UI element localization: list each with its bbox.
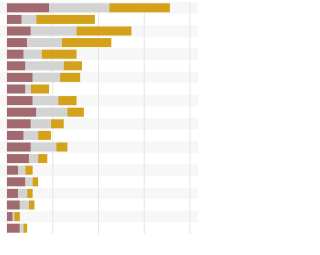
chart — [6, 2, 191, 234]
bar-segment — [60, 72, 81, 82]
bar-segment — [23, 223, 28, 233]
bar-segment — [38, 130, 51, 140]
bar-segment — [32, 72, 61, 82]
bar-segment — [30, 142, 57, 152]
bar-segment — [41, 49, 77, 59]
bar-segment — [25, 177, 33, 187]
bar-segment — [30, 26, 77, 36]
bar-segment — [63, 61, 83, 71]
bar-segment — [7, 107, 37, 117]
bar-segment — [50, 119, 64, 129]
bar-segment — [7, 84, 26, 94]
bar-segment — [21, 14, 37, 24]
bar-segment — [32, 177, 39, 187]
bar-segment — [61, 38, 112, 48]
bar-segment — [76, 26, 132, 36]
bar-segment — [67, 107, 84, 117]
bar-segment — [7, 3, 50, 13]
bar-segment — [12, 212, 15, 222]
bar-segment — [36, 107, 68, 117]
bar-segment — [7, 119, 31, 129]
bar-segment — [7, 38, 28, 48]
bar-segment — [49, 3, 110, 13]
bar-segment — [7, 14, 22, 24]
bar-segment — [23, 130, 39, 140]
bar-segment — [25, 84, 31, 94]
bar-segment — [56, 142, 68, 152]
bar-segment — [25, 165, 33, 175]
bar-segment — [7, 212, 13, 222]
bar-segment — [7, 188, 18, 198]
bar-segment — [7, 223, 20, 233]
bar-segment — [17, 165, 26, 175]
bar-segment — [17, 188, 28, 198]
bar-segment — [32, 96, 59, 106]
bar-segment — [28, 154, 39, 164]
bar-segment — [7, 72, 33, 82]
bar-segment — [27, 188, 33, 198]
bar-segment — [7, 96, 33, 106]
bar-segment — [7, 49, 24, 59]
bar-segment — [7, 177, 26, 187]
bar-segment — [7, 26, 31, 36]
bar-segment — [7, 154, 29, 164]
bar-segment — [7, 61, 26, 71]
bar-segment — [36, 14, 95, 24]
bar-segment — [7, 200, 20, 210]
bar-segment — [7, 142, 31, 152]
bar-segment — [25, 61, 64, 71]
bar-segment — [19, 223, 24, 233]
bar-segment — [7, 165, 18, 175]
bar-segment — [30, 84, 50, 94]
bar-segment — [14, 212, 20, 222]
bar-segment — [38, 154, 48, 164]
bar-segment — [23, 49, 42, 59]
bar-segment — [109, 3, 170, 13]
bar-segment — [7, 130, 24, 140]
bar-segment — [30, 119, 51, 129]
bar-segment — [28, 200, 35, 210]
bar-segment — [27, 38, 62, 48]
bar-segment — [19, 200, 29, 210]
bar-segment — [58, 96, 77, 106]
